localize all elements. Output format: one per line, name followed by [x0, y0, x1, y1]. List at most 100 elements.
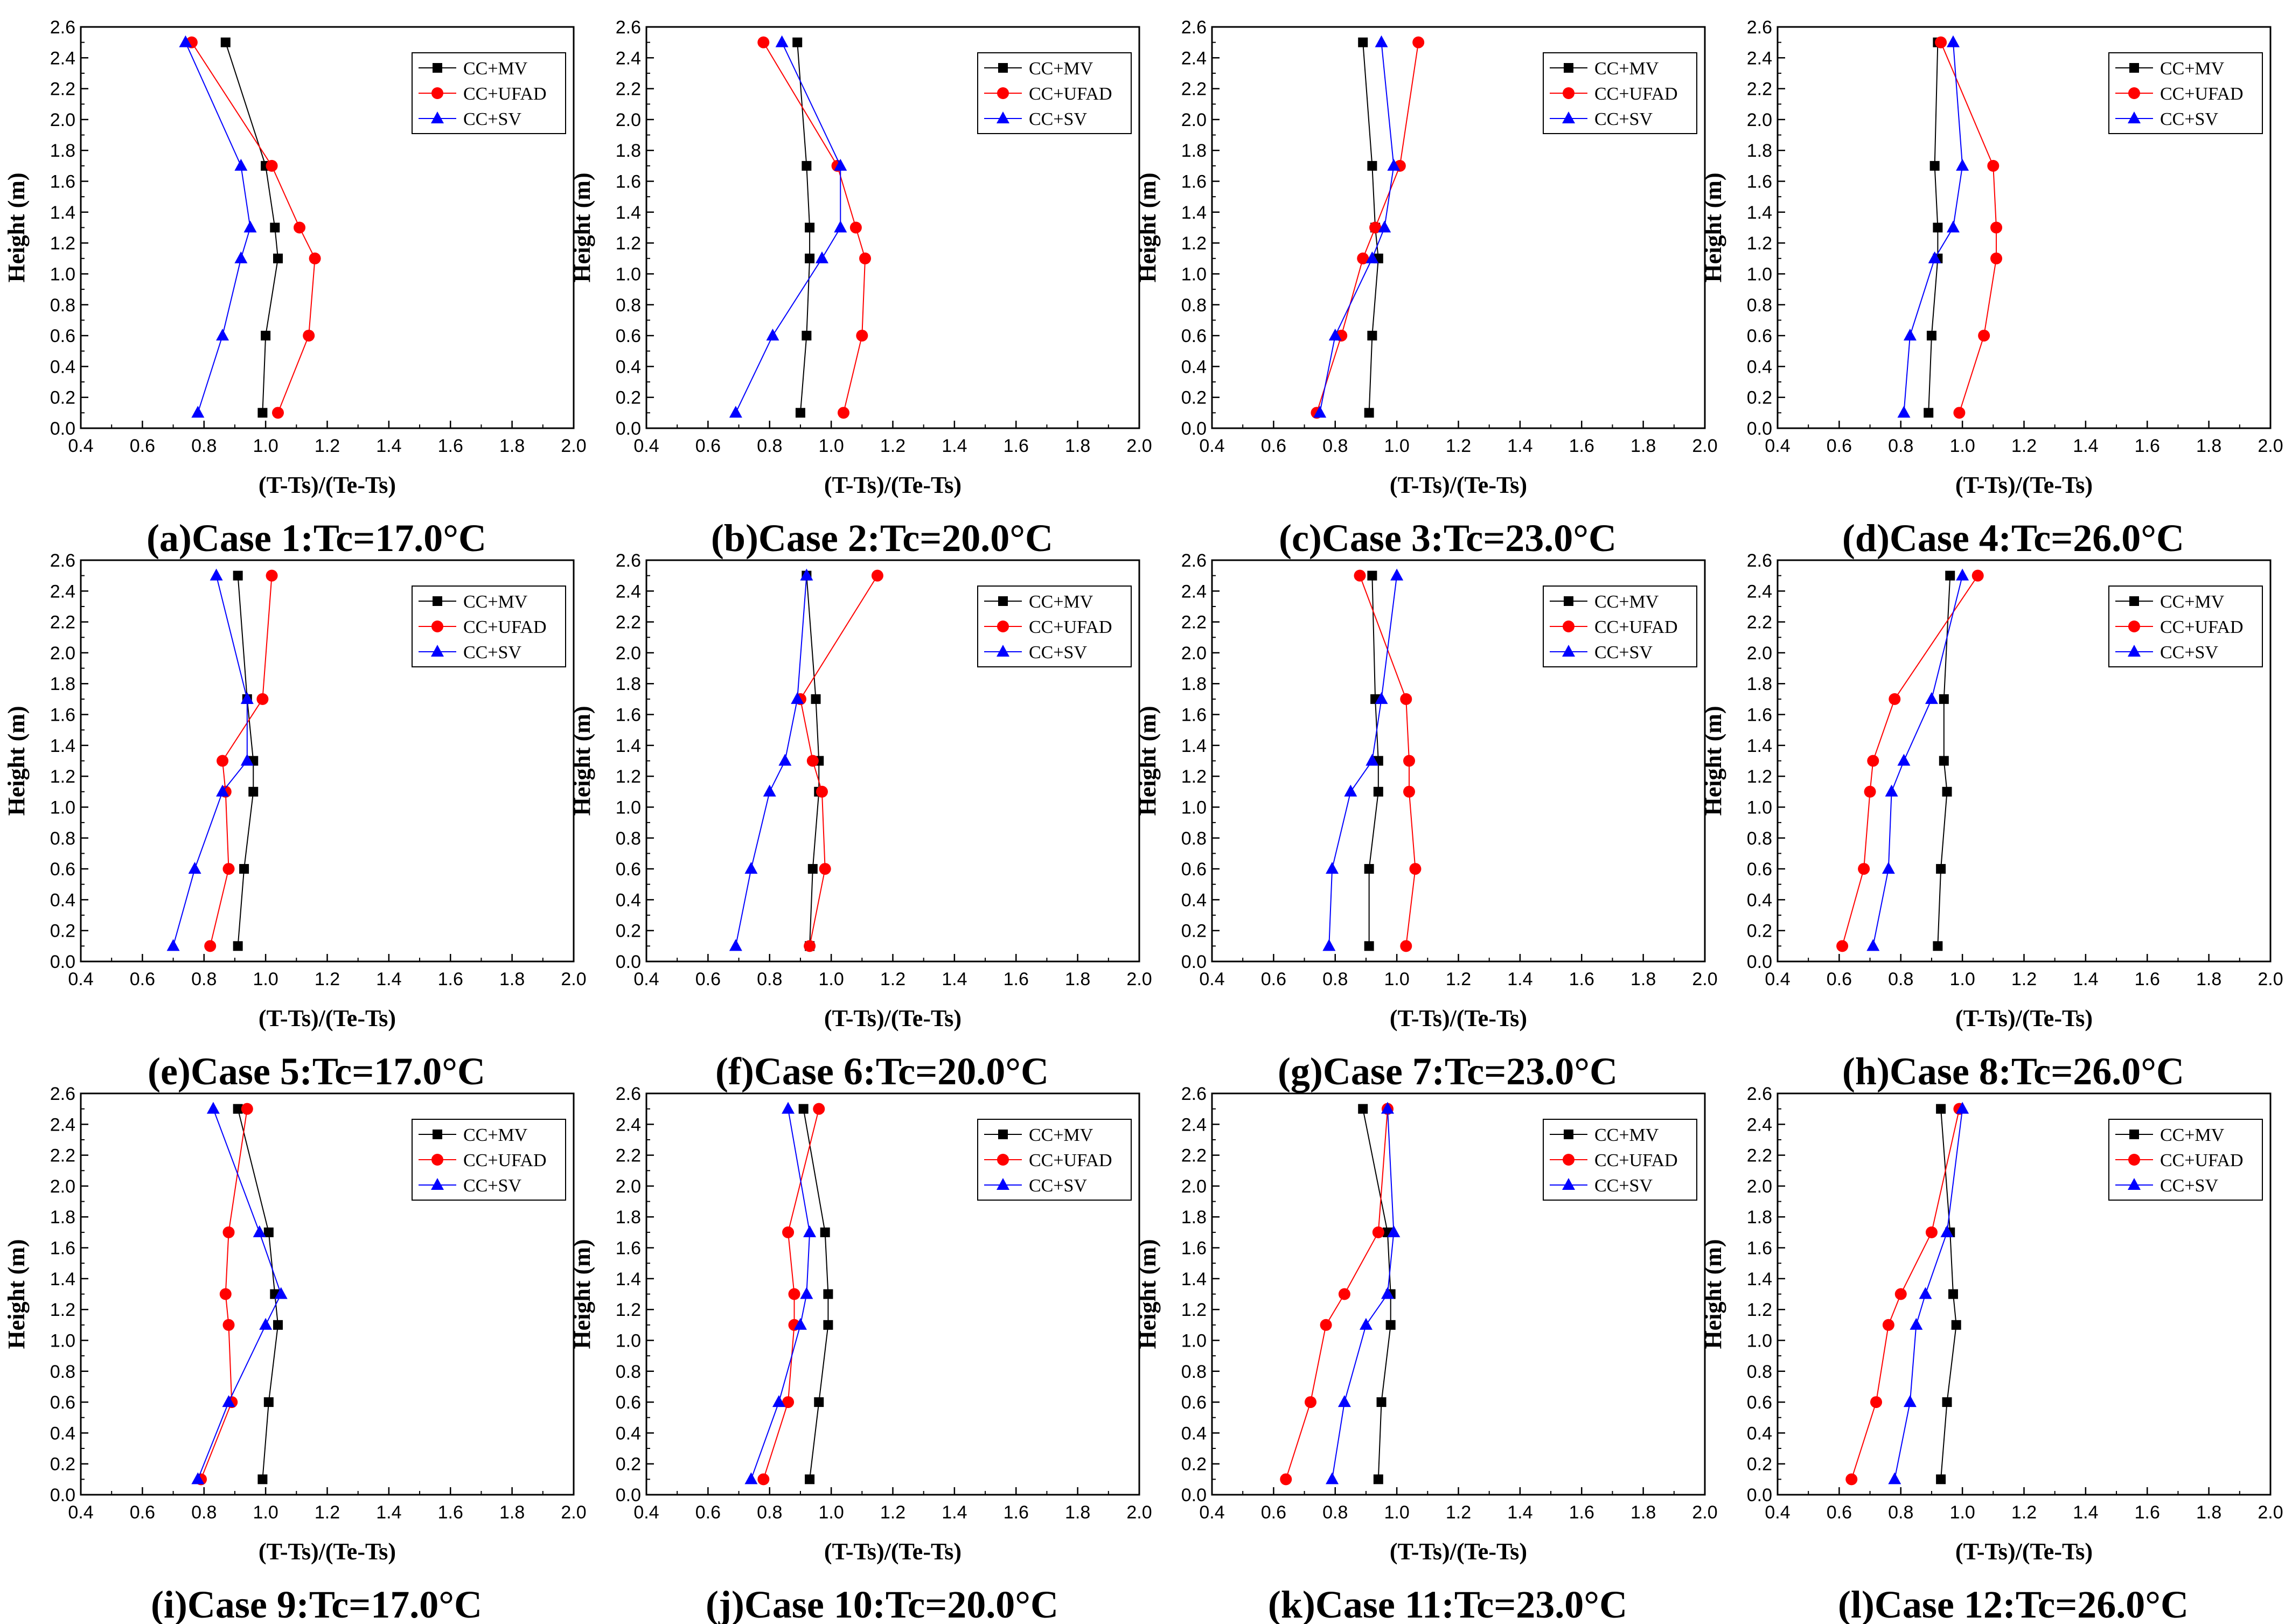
chart-2-legend-marker-2 [997, 87, 1009, 99]
chart-11-point-3-1 [1326, 1472, 1339, 1484]
chart-12-point-1-4 [1948, 1289, 1958, 1299]
chart-9-legend-label-3: CC+SV [463, 1176, 521, 1196]
chart-9-ytick-label: 0.4 [50, 1423, 75, 1444]
chart-11-ytick-label: 1.6 [1181, 1238, 1207, 1259]
chart-12-caption: (l)Case 12:Tc=26.0°C [1838, 1583, 2189, 1624]
chart-10-xtick-label: 1.2 [880, 1502, 905, 1523]
chart-4-point-3-4 [1946, 220, 1960, 233]
chart-1-ytick-label: 1.8 [50, 141, 75, 161]
chart-11-ytick-label: 2.6 [1181, 1084, 1207, 1104]
chart-7-xlabel: (T-Ts)/(Te-Ts) [1390, 1005, 1527, 1031]
chart-6-ytick-label: 2.4 [616, 581, 641, 602]
chart-8-legend-label-1: CC+MV [2160, 592, 2225, 612]
chart-9-caption: (i)Case 9:Tc=17.0°C [151, 1583, 482, 1624]
chart-9-point-2-5 [222, 1226, 235, 1238]
chart-3-xtick-label: 1.8 [1631, 436, 1656, 456]
chart-2-ytick-label: 0.4 [616, 357, 641, 377]
chart-4-series-cc-sv [1897, 35, 1969, 418]
chart-1-ytick-label: 2.2 [50, 79, 75, 100]
chart-6-xtick-label: 1.0 [818, 969, 844, 989]
chart-4-ytick-label: 2.0 [1747, 110, 1772, 130]
chart-6-ytick-label: 0.4 [616, 890, 641, 910]
chart-10-ytick-label: 1.0 [616, 1330, 641, 1351]
chart-9-legend-marker-3 [431, 1178, 444, 1190]
chart-7-point-1-1 [1364, 941, 1374, 951]
chart-10-xtick-label: 0.8 [757, 1502, 782, 1523]
chart-4-ytick-label: 1.6 [1747, 172, 1772, 192]
chart-10-legend-label-2: CC+UFAD [1029, 1151, 1112, 1170]
chart-7-ytick-label: 1.8 [1181, 674, 1207, 694]
chart-1: 0.4 0.6 0.8 1.0 1.2 1.4 1.6 1.8 2.0 0.0 0.2 0.4 0.6 0… [3, 17, 587, 560]
chart-1-legend-label-3: CC+SV [463, 109, 521, 129]
chart-3-point-1-5 [1367, 161, 1377, 171]
chart-12-ytick-label: 2.4 [1747, 1114, 1772, 1135]
chart-2: 0.4 0.6 0.8 1.0 1.2 1.4 1.6 1.8 2.0 0.0 0.2 0.4 0.6 0… [569, 17, 1152, 560]
chart-9-ytick-label: 2.0 [50, 1176, 75, 1197]
chart-6-line-2 [799, 575, 878, 946]
chart-11-point-2-5 [1372, 1226, 1384, 1238]
chart-1-point-2-3 [309, 252, 321, 264]
chart-9-point-1-5 [263, 1227, 274, 1237]
chart-8-ytick-label: 0.2 [1747, 921, 1772, 942]
chart-5-point-3-5 [240, 692, 254, 704]
chart-4-xtick-label: 0.8 [1888, 436, 1913, 456]
chart-6-xtick-label: 1.4 [942, 969, 967, 989]
chart-3-point-1-6 [1358, 37, 1368, 47]
chart-11-point-1-3 [1385, 1320, 1396, 1330]
chart-1-point-2-5 [266, 159, 278, 172]
chart-8-point-1-5 [1939, 694, 1949, 704]
chart-4-xtick-label: 1.4 [2073, 436, 2098, 456]
chart-3-legend: CC+MV CC+UFAD CC+SV [1543, 52, 1697, 134]
chart-4-point-2-1 [1953, 407, 1966, 419]
chart-2-point-1-5 [802, 161, 812, 171]
chart-5-ytick-label: 2.2 [50, 612, 75, 633]
chart-2-series-cc-mv [792, 37, 815, 418]
chart-12-point-1-2 [1942, 1397, 1952, 1407]
chart-7-point-1-3 [1373, 786, 1383, 797]
chart-10-ytick-label: 2.2 [616, 1146, 641, 1166]
chart-2-point-2-3 [859, 252, 872, 264]
chart-8-ytick-label: 1.0 [1747, 797, 1772, 818]
chart-11-point-1-2 [1376, 1397, 1387, 1407]
chart-12-series-cc-sv [1888, 1102, 1969, 1484]
chart-10-xtick-label: 1.8 [1065, 1502, 1090, 1523]
chart-8-point-1-6 [1945, 570, 1955, 581]
chart-2-point-2-4 [849, 221, 862, 234]
chart-8-point-2-6 [1971, 569, 1984, 582]
chart-11-xtick-label: 1.2 [1446, 1502, 1471, 1523]
chart-5-xtick-label: 0.8 [191, 969, 217, 989]
chart-2-legend-label-2: CC+UFAD [1029, 84, 1112, 104]
chart-4-legend: CC+MV CC+UFAD CC+SV [2108, 52, 2263, 134]
chart-12-ytick-label: 0.2 [1747, 1454, 1772, 1475]
chart-1-ytick-label: 0.8 [50, 295, 75, 316]
chart-6-line-1 [806, 575, 820, 946]
chart-5-line-2 [210, 575, 273, 946]
chart-8-xtick-label: 0.8 [1888, 969, 1913, 989]
chart-6-legend: CC+MV CC+UFAD CC+SV [977, 586, 1132, 667]
chart-11-ytick-label: 1.2 [1181, 1300, 1207, 1320]
chart-1-ytick-label: 1.0 [50, 264, 75, 284]
chart-8-xtick-label: 1.8 [2196, 969, 2221, 989]
chart-3-ytick-label: 2.4 [1181, 48, 1207, 68]
chart-5-point-1-3 [248, 786, 259, 797]
chart-1-point-3-6 [179, 35, 192, 47]
chart-12-point-2-5 [1925, 1226, 1938, 1238]
chart-5-ytick-label: 1.0 [50, 797, 75, 818]
chart-7-xtick-label: 1.4 [1507, 969, 1532, 989]
chart-11-line-1 [1362, 1109, 1391, 1480]
chart-11-ytick-label: 2.4 [1181, 1114, 1207, 1135]
chart-2-xtick-label: 1.2 [880, 436, 905, 456]
chart-12-ytick-label: 0.0 [1747, 1485, 1772, 1505]
chart-4-legend-label-2: CC+UFAD [2160, 84, 2244, 104]
chart-12-point-3-6 [1956, 1102, 1969, 1114]
chart-4-point-1-5 [1929, 161, 1940, 171]
chart-8-legend-label-2: CC+UFAD [2160, 617, 2244, 637]
chart-5-series-cc-sv [166, 568, 254, 951]
chart-9-xtick-label: 1.6 [438, 1502, 463, 1523]
chart-10-xtick-label: 2.0 [1126, 1502, 1152, 1523]
chart-11-xlabel: (T-Ts)/(Te-Ts) [1390, 1538, 1527, 1565]
chart-9-point-3-1 [191, 1472, 205, 1484]
chart-1-xtick-label: 0.8 [191, 436, 217, 456]
chart-12-legend-marker-2 [2128, 1154, 2140, 1166]
chart-4-line-3 [1903, 42, 1963, 413]
